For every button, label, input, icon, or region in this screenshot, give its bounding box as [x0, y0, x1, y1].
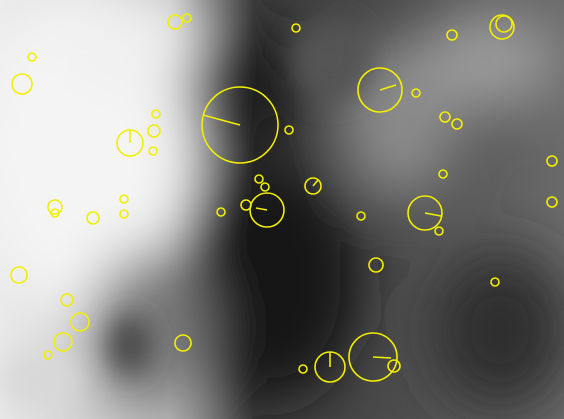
keypoint [249, 192, 285, 228]
orientation [424, 212, 442, 217]
orientation [379, 84, 397, 91]
keypoint [10, 266, 28, 284]
keypoint [50, 208, 60, 218]
keypoint [490, 277, 500, 287]
keypoint [411, 88, 421, 98]
keypoint [60, 293, 74, 307]
keypoint [291, 23, 301, 33]
keypoint [546, 155, 558, 167]
keypoint [348, 332, 398, 382]
keypoint [11, 73, 33, 95]
keypoint [86, 211, 100, 225]
keypoint [546, 196, 558, 208]
keypoint [489, 14, 515, 40]
keypoint [151, 109, 161, 119]
keypoint [387, 359, 401, 373]
keypoint [254, 174, 264, 184]
keypoint [284, 125, 294, 135]
orientation [312, 179, 319, 187]
keypoint [368, 257, 384, 273]
keypoint [174, 334, 192, 352]
keypoint [298, 364, 308, 374]
keypoint [495, 15, 513, 33]
keypoint [356, 211, 366, 221]
orientation [202, 114, 241, 126]
keypoint [446, 29, 458, 41]
keypoint [70, 312, 90, 332]
keypoint [434, 226, 444, 236]
keypoint [27, 52, 37, 62]
keypoint [201, 86, 279, 164]
keypoint [260, 182, 270, 192]
small-keypoints [27, 13, 558, 374]
orientation [255, 207, 268, 211]
keypoints [10, 13, 558, 383]
keypoint [148, 146, 158, 156]
keypoint [167, 14, 183, 30]
keypoint [147, 124, 161, 138]
keypoint [43, 350, 53, 360]
keypoint [119, 194, 129, 204]
keypoint [407, 195, 443, 231]
keypoint [240, 199, 252, 211]
keypoint [119, 209, 129, 219]
keypoint [53, 332, 73, 352]
keypoint [47, 199, 63, 215]
keypoint [451, 118, 463, 130]
keypoint [357, 67, 403, 113]
orientation [372, 356, 392, 359]
keypoint [438, 169, 448, 179]
keypoint [304, 177, 322, 195]
keypoint [182, 13, 192, 23]
keypoint [216, 207, 226, 217]
keypoint [439, 111, 451, 123]
